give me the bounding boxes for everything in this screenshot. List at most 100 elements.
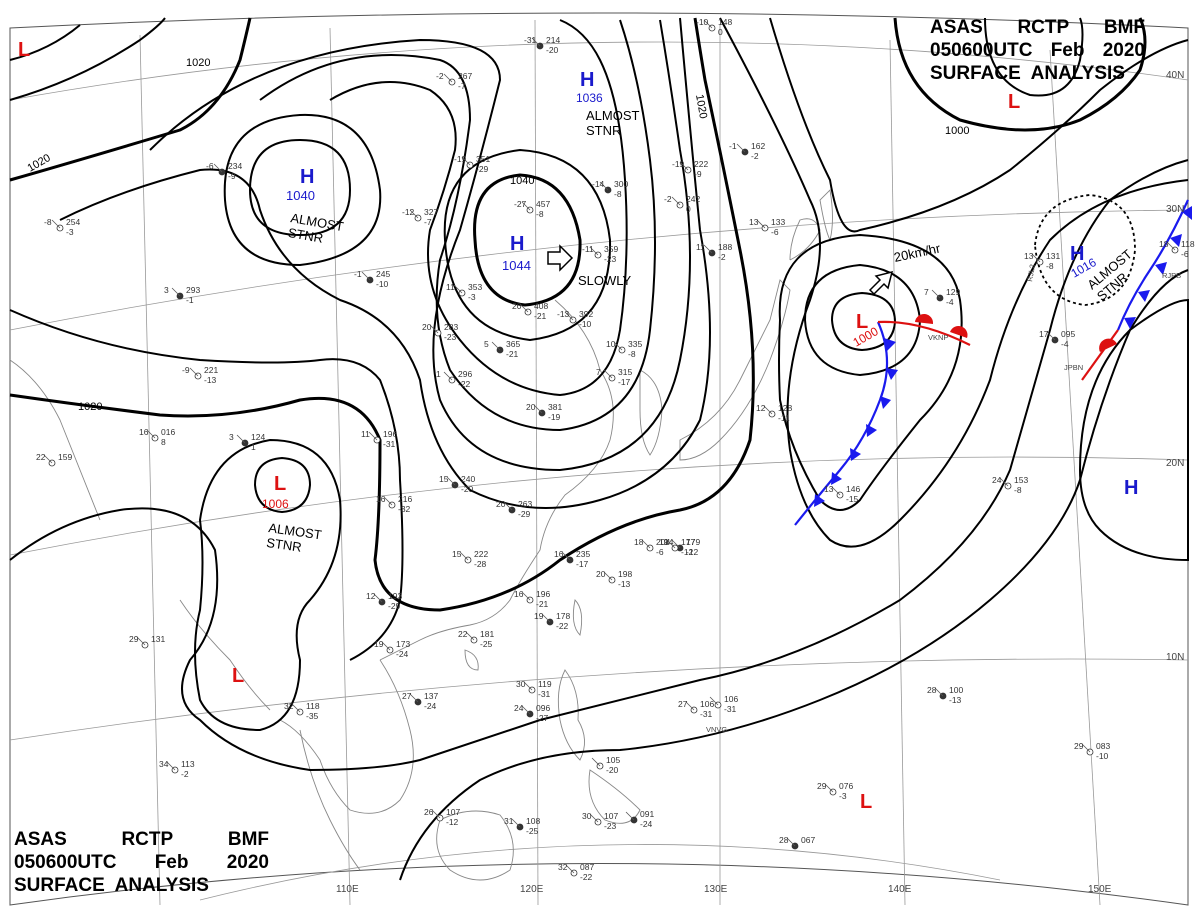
wind-barb bbox=[136, 636, 146, 646]
isobar-central-b bbox=[259, 19, 656, 432]
cold-front-barbs bbox=[814, 338, 898, 507]
wind-barb bbox=[459, 551, 469, 561]
wind-barb bbox=[824, 783, 834, 793]
graticule bbox=[9, 19, 1189, 906]
station-pressure: 177 bbox=[681, 537, 695, 547]
wind-barb bbox=[565, 864, 575, 874]
high-center-value: 1040 bbox=[286, 188, 315, 203]
title-block-top: ASAS RCTP BMF 050600UTC Feb 2020 SURFACE ANA… bbox=[930, 16, 1145, 85]
warm-front-east-barb bbox=[1099, 338, 1117, 352]
isobar-low1006-inner bbox=[253, 456, 312, 514]
motion-label: 20km/hr bbox=[893, 240, 943, 265]
station-dewpoint: -8 bbox=[614, 189, 622, 199]
station-plot: 29 076-3 bbox=[817, 781, 853, 801]
station-dewpoint: -10 bbox=[1096, 751, 1109, 761]
title-word: RCTP bbox=[1017, 17, 1070, 38]
isobar-ne-low-996 bbox=[984, 17, 1084, 97]
isobar-low1000-outer bbox=[778, 233, 963, 511]
station-id: VKNP bbox=[928, 333, 948, 342]
arrow-slowly bbox=[547, 244, 574, 272]
station-dewpoint: -10 bbox=[376, 279, 389, 289]
coast-malaya bbox=[299, 729, 361, 871]
station-temp: 17 bbox=[1039, 329, 1049, 339]
station-plot: 11 188-2 bbox=[696, 242, 732, 262]
wind-barb bbox=[671, 539, 681, 549]
station-dewpoint: -24 bbox=[424, 701, 437, 711]
station-temp: 16 bbox=[514, 589, 524, 599]
station-pressure: 108 bbox=[526, 816, 540, 826]
wind-barb bbox=[523, 681, 533, 691]
wind-barb bbox=[491, 341, 501, 351]
lon-label: 130E bbox=[704, 884, 728, 895]
wind-barb bbox=[291, 703, 301, 713]
station-temp: 28 bbox=[779, 835, 789, 845]
station-plot: 28 100-13 bbox=[927, 685, 963, 705]
low-center-label: L bbox=[232, 665, 244, 687]
motion-label: ALMOSTSTNR bbox=[287, 210, 345, 249]
wind-barb bbox=[236, 434, 246, 444]
wind-barb bbox=[685, 701, 695, 711]
isobar-label: 1040 bbox=[510, 175, 534, 187]
wind-barb bbox=[599, 181, 609, 191]
station-temp: 3 bbox=[164, 285, 169, 295]
station-plot: 29 131 bbox=[129, 634, 165, 649]
wind-barb bbox=[431, 809, 441, 819]
station-pressure: 159 bbox=[58, 452, 72, 462]
station-dewpoint: -29 bbox=[388, 601, 401, 611]
isobar-east-1008 bbox=[719, 17, 1189, 548]
parallel-10n bbox=[9, 658, 1189, 741]
station-temp: 18 bbox=[1159, 239, 1169, 249]
wind-barb bbox=[461, 156, 471, 166]
station-plot: 20 381-19 bbox=[526, 402, 562, 422]
station-plot: 24 096-27 bbox=[514, 703, 550, 723]
station-dewpoint: -31 bbox=[383, 439, 396, 449]
station-pressure: 129 bbox=[946, 287, 960, 297]
wind-barb bbox=[1166, 241, 1176, 251]
station-dewpoint: -4 bbox=[1061, 339, 1069, 349]
station-plot: 30 119-31 bbox=[516, 679, 552, 699]
station-pressure: 353 bbox=[468, 282, 482, 292]
station-plot: 11 353-3 bbox=[446, 282, 482, 302]
warm-front-east-line bbox=[1081, 329, 1119, 381]
station-plot: 18 118-6 bbox=[1159, 239, 1195, 259]
station-pressure: 083 bbox=[1096, 741, 1110, 751]
wind-barb bbox=[429, 324, 439, 334]
station-dewpoint: -13 bbox=[204, 375, 217, 385]
wind-barb bbox=[409, 209, 419, 219]
high-center-value: 1044 bbox=[502, 258, 531, 273]
wind-barb bbox=[213, 163, 223, 173]
station-dewpoint: -12 bbox=[681, 547, 694, 557]
wind-barb bbox=[591, 757, 601, 767]
station-temp: 11 bbox=[696, 242, 705, 252]
station-pressure: 178 bbox=[556, 611, 570, 621]
wind-barb bbox=[736, 143, 746, 153]
fronts bbox=[794, 199, 1192, 526]
low-center-value: 1006 bbox=[262, 497, 289, 511]
lon-label: 120E bbox=[520, 884, 544, 895]
station-pressure: 300 bbox=[614, 179, 628, 189]
coast-philippines-luzon bbox=[557, 669, 585, 761]
wind-barb bbox=[931, 289, 941, 299]
lat-label: 40N bbox=[1166, 70, 1184, 81]
station-pressure: 124 bbox=[251, 432, 265, 442]
station-temp: 19 bbox=[374, 639, 384, 649]
wind-barb bbox=[786, 837, 796, 847]
station-pressure: 240 bbox=[461, 474, 475, 484]
coast-india bbox=[9, 359, 101, 521]
station-pressure: 087 bbox=[580, 862, 594, 872]
isobar-1020-main bbox=[9, 17, 755, 612]
pressure-centers: H 1036 H 1040 H 1044 H 1016 H L L L 1006… bbox=[18, 39, 1138, 813]
station-temp: -10 bbox=[696, 17, 709, 27]
station-pressure: 067 bbox=[801, 835, 815, 845]
coast-sakhalin bbox=[819, 189, 833, 242]
station-plot: 16 196-21 bbox=[514, 589, 550, 609]
station-plot: 13 133-6 bbox=[749, 217, 785, 237]
station-pressure: 146 bbox=[846, 484, 860, 494]
station-plot: -8 254-3 bbox=[44, 217, 80, 237]
station-temp: 27 bbox=[402, 691, 412, 701]
station-dewpoint: -31 bbox=[700, 709, 713, 719]
station-temp: 26 bbox=[424, 807, 434, 817]
wind-barb bbox=[171, 287, 181, 297]
